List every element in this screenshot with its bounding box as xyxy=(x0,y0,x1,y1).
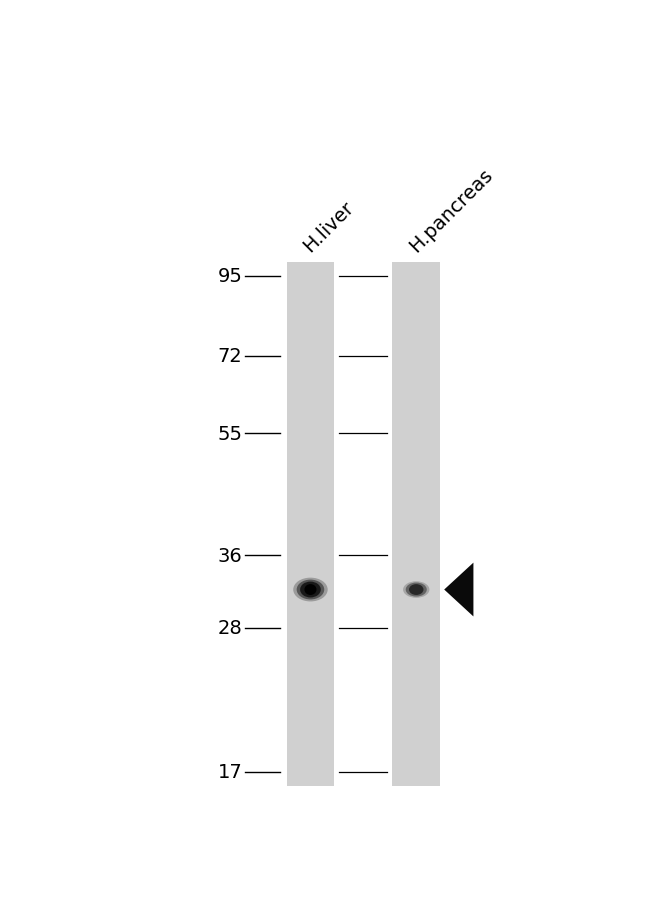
Text: 36: 36 xyxy=(218,547,242,565)
Text: H.liver: H.liver xyxy=(300,198,358,255)
Ellipse shape xyxy=(300,582,321,598)
Ellipse shape xyxy=(296,580,324,600)
Bar xyxy=(393,263,440,786)
Polygon shape xyxy=(444,563,473,617)
Text: 55: 55 xyxy=(218,425,242,443)
Text: 95: 95 xyxy=(218,267,242,286)
Bar xyxy=(287,263,334,786)
Ellipse shape xyxy=(293,578,328,602)
Ellipse shape xyxy=(403,582,430,598)
Text: 28: 28 xyxy=(218,618,242,638)
Text: H.pancreas: H.pancreas xyxy=(406,165,496,255)
Text: 17: 17 xyxy=(218,763,242,781)
Ellipse shape xyxy=(409,584,424,596)
Ellipse shape xyxy=(304,584,317,596)
Ellipse shape xyxy=(406,583,427,597)
Text: 72: 72 xyxy=(218,346,242,366)
